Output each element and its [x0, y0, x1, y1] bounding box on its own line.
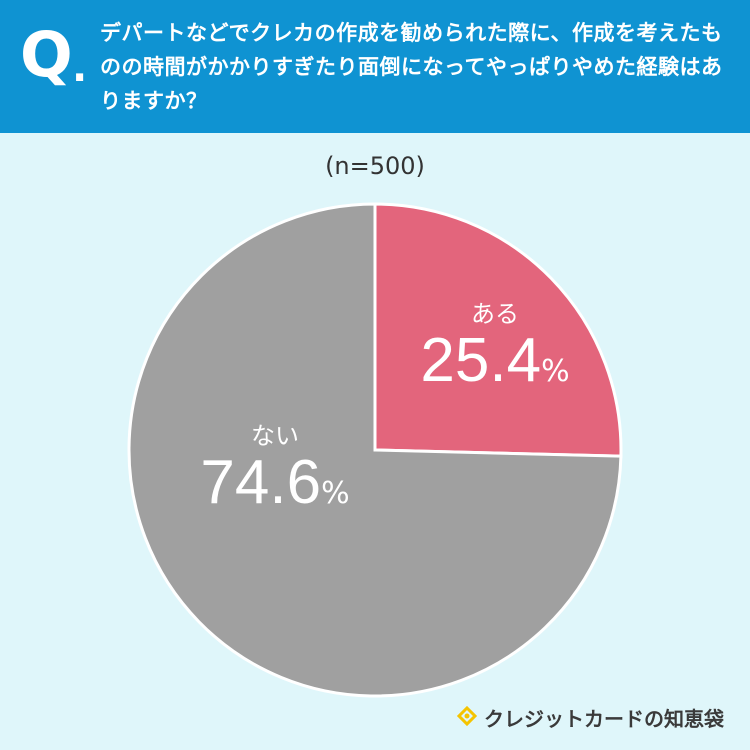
slice-label-nai: ない 74.6% — [165, 422, 385, 516]
slice-unit-aru: % — [541, 354, 570, 389]
q-dot: . — [72, 45, 88, 91]
slice-value-nai: 74.6 — [200, 448, 322, 517]
slice-name-nai: ない — [251, 422, 299, 450]
slice-name-aru: ある — [471, 300, 519, 328]
brand-name: クレジットカードの知恵袋 — [484, 706, 724, 731]
q-mark: Q — [20, 18, 73, 91]
lightbulb-icon — [456, 706, 478, 727]
question-text: デパートなどでクレカの作成を勧められた際に、作成を考えたものの時間がかかりすぎた… — [100, 21, 723, 113]
slice-value-aru: 25.4 — [420, 326, 542, 395]
question-header: Q . デパートなどでクレカの作成を勧められた際に、作成を考えたものの時間がかか… — [0, 0, 750, 133]
pie-slice-nai — [127, 202, 623, 698]
slice-label-aru: ある 25.4% — [395, 300, 595, 394]
sample-size-label: (n=500) — [325, 152, 425, 180]
slice-unit-nai: % — [321, 476, 350, 511]
brand-logo: クレジットカードの知恵袋 — [456, 702, 724, 732]
pie-slice-aru — [373, 202, 623, 458]
